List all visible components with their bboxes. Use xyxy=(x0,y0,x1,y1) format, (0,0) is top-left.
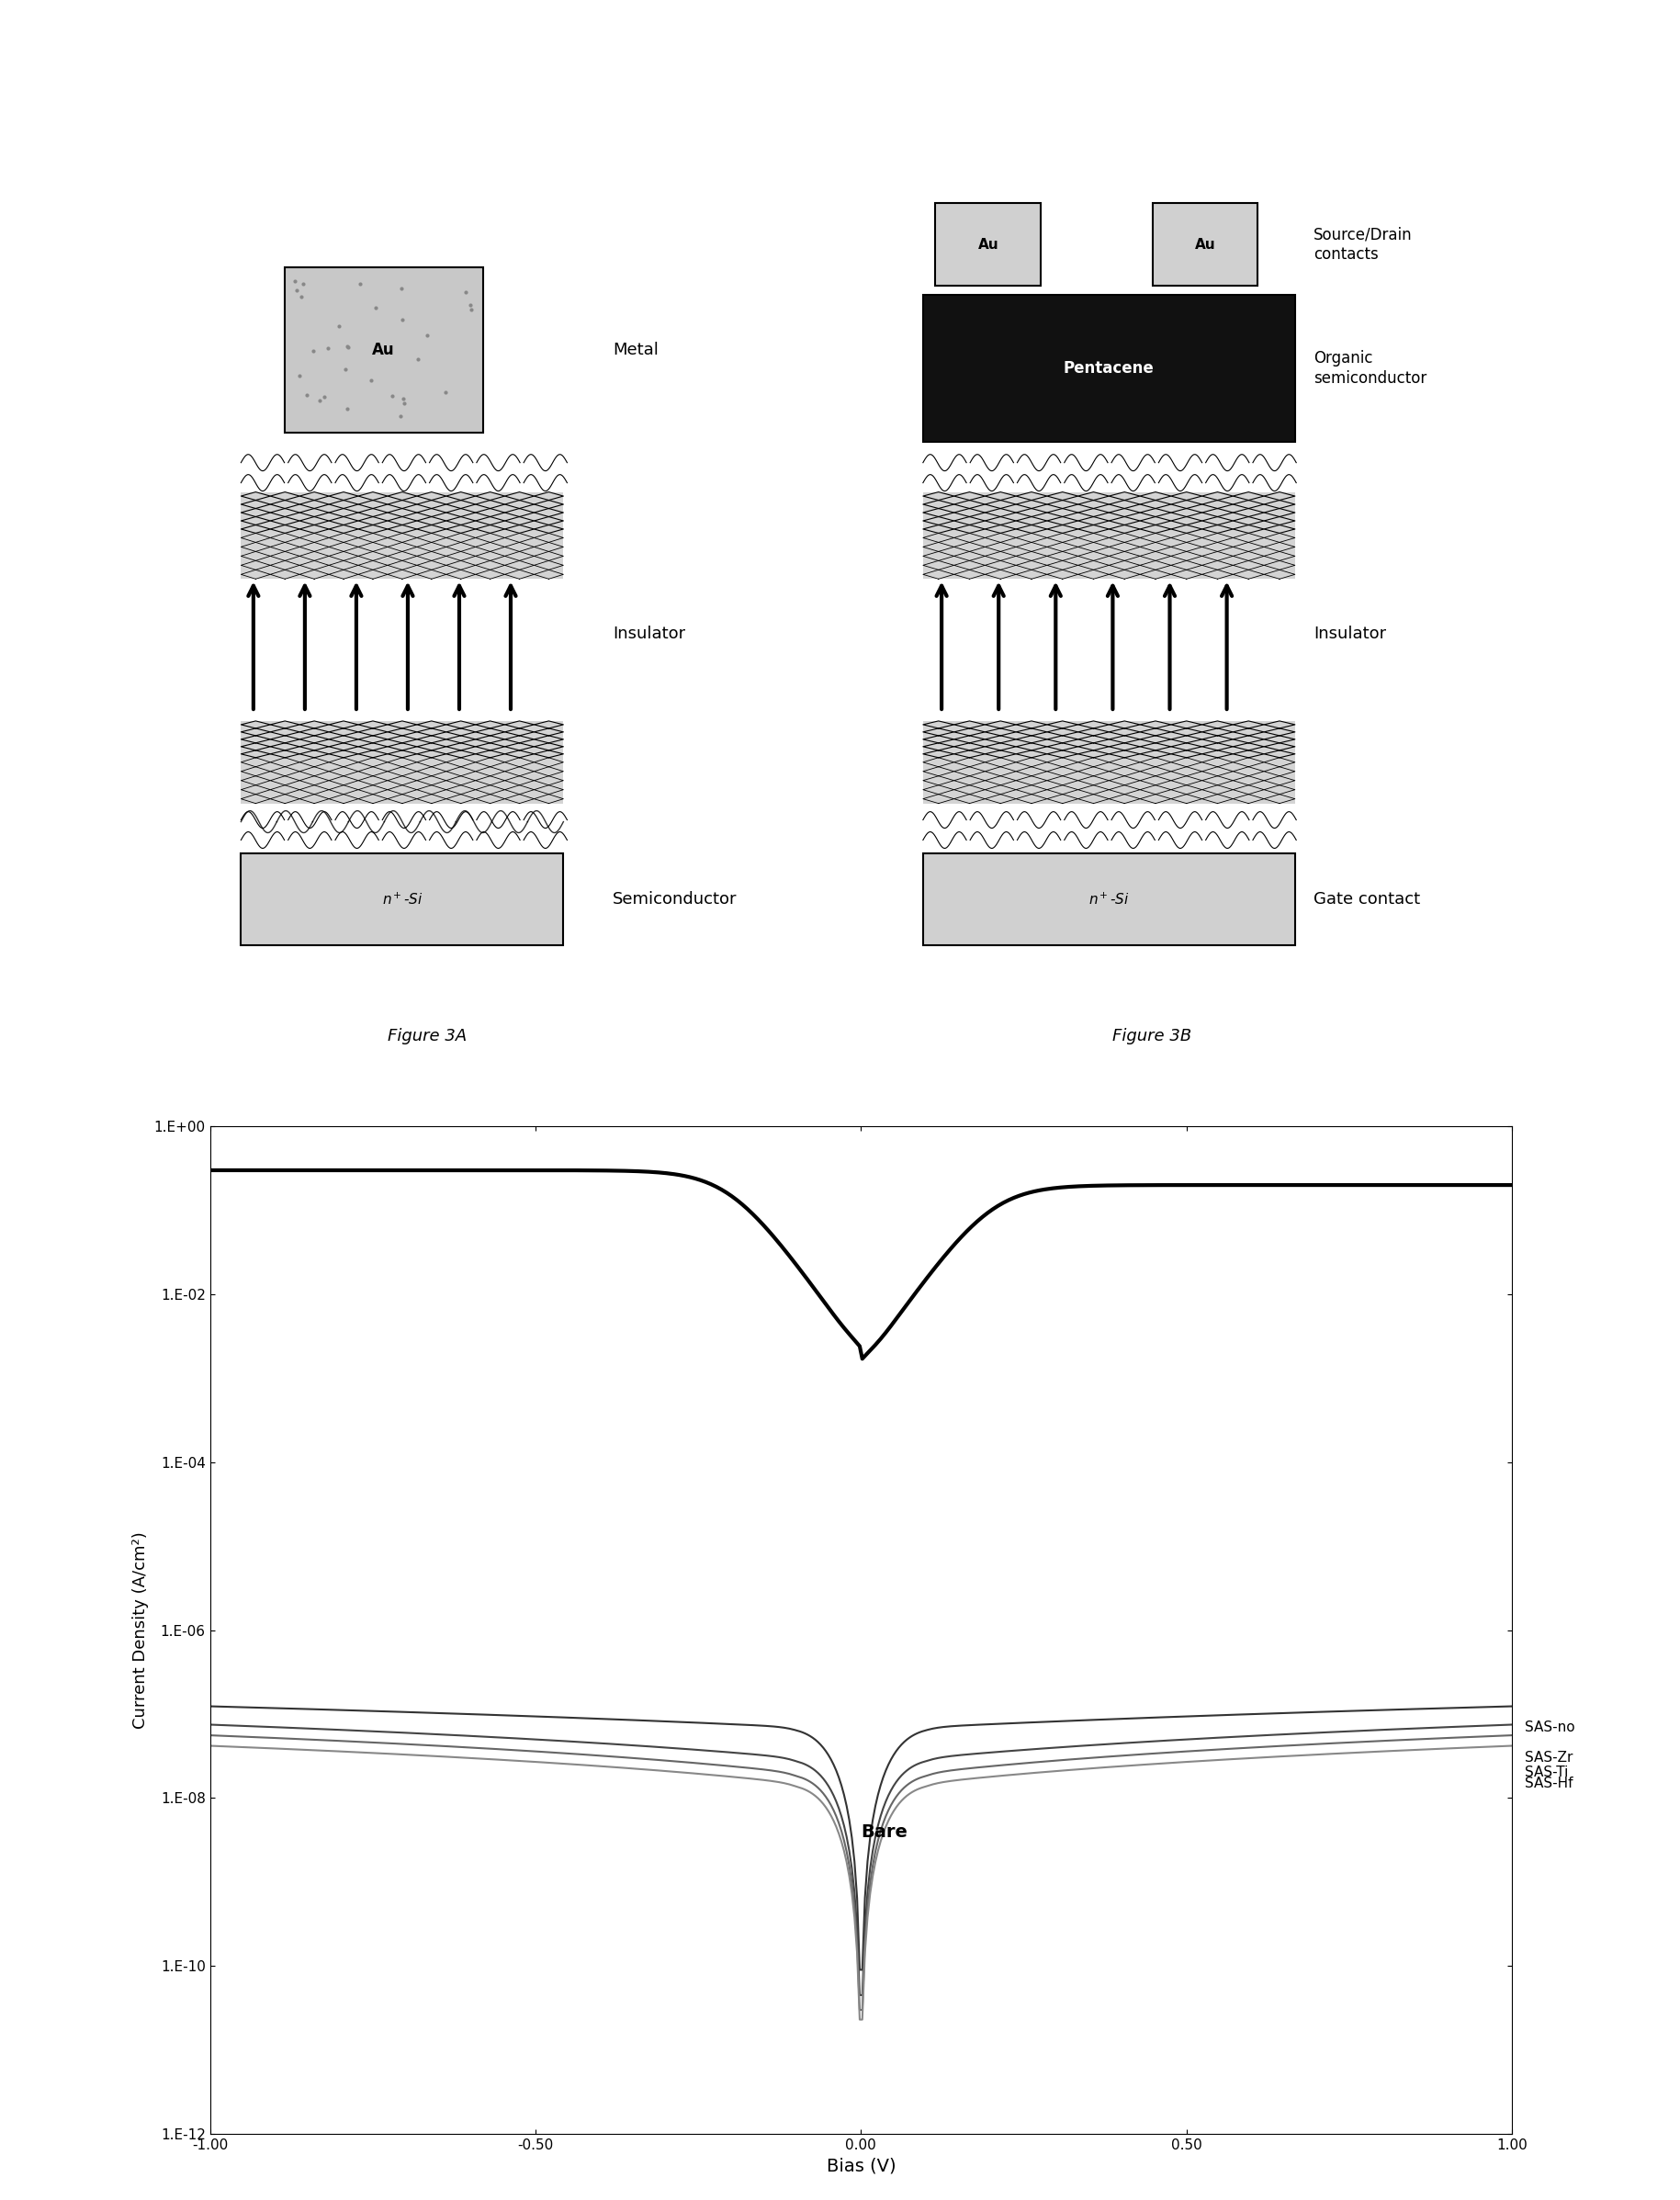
FancyBboxPatch shape xyxy=(284,268,482,433)
Text: SAS-Zr: SAS-Zr xyxy=(1525,1751,1572,1764)
Bar xyxy=(240,493,563,532)
Text: Gate contact: Gate contact xyxy=(1314,891,1420,909)
Text: Au: Au xyxy=(1194,238,1216,251)
Text: Insulator: Insulator xyxy=(1314,625,1386,642)
Bare xyxy=(200,1157,220,1184)
Bare xyxy=(1502,1173,1522,1199)
Bar xyxy=(922,493,1295,532)
Bare xyxy=(907,1278,927,1305)
FancyBboxPatch shape xyxy=(240,854,563,946)
Text: Au: Au xyxy=(978,238,998,251)
Line: Bare: Bare xyxy=(210,1170,1512,1360)
Text: Bare: Bare xyxy=(860,1824,907,1841)
Text: SAS-no: SAS-no xyxy=(1525,1720,1576,1734)
Bare xyxy=(1473,1173,1494,1199)
FancyBboxPatch shape xyxy=(936,202,1042,286)
Text: Metal: Metal xyxy=(613,341,659,359)
Text: Insulator: Insulator xyxy=(613,625,685,642)
Bare xyxy=(852,1346,872,1373)
FancyBboxPatch shape xyxy=(1152,202,1258,286)
Y-axis label: Current Density (A/cm²): Current Density (A/cm²) xyxy=(133,1531,150,1729)
Bare xyxy=(827,1305,847,1331)
Bare xyxy=(978,1199,998,1225)
Bar xyxy=(240,757,563,803)
FancyBboxPatch shape xyxy=(922,854,1295,946)
Text: Semiconductor: Semiconductor xyxy=(613,891,738,909)
Bare xyxy=(1270,1173,1290,1199)
Bar xyxy=(240,532,563,579)
Bar xyxy=(240,722,563,757)
Bar xyxy=(922,757,1295,803)
Text: SAS-Ti: SAS-Ti xyxy=(1525,1767,1569,1780)
FancyBboxPatch shape xyxy=(922,295,1295,442)
Bar xyxy=(922,722,1295,757)
Text: Organic
semiconductor: Organic semiconductor xyxy=(1314,350,1426,387)
Bare xyxy=(818,1294,838,1320)
Text: Figure 3B: Figure 3B xyxy=(1112,1027,1193,1045)
Text: Figure 3A: Figure 3A xyxy=(388,1027,467,1045)
Text: n$^+$-Si: n$^+$-Si xyxy=(381,891,423,909)
Bar xyxy=(922,532,1295,579)
Text: Source/Drain
contacts: Source/Drain contacts xyxy=(1314,227,1413,264)
Text: n$^+$-Si: n$^+$-Si xyxy=(1089,891,1129,909)
Text: SAS-Hf: SAS-Hf xyxy=(1525,1775,1572,1791)
Text: Pentacene: Pentacene xyxy=(1063,361,1154,376)
X-axis label: Bias (V): Bias (V) xyxy=(827,2158,895,2176)
Text: Au: Au xyxy=(373,341,395,359)
